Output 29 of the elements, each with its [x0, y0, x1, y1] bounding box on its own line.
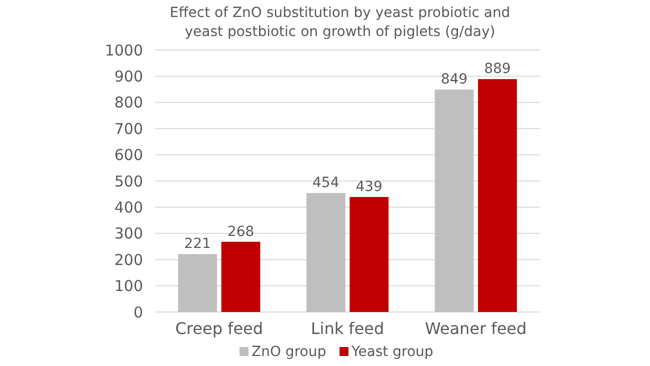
- y-tick-label: 900: [114, 67, 143, 86]
- data-label: 454: [312, 175, 340, 192]
- y-tick-label: 200: [114, 250, 143, 269]
- bar: [478, 79, 517, 312]
- y-tick-label: 0: [133, 303, 143, 322]
- legend-label: Yeast group: [350, 344, 434, 360]
- y-tick-label: 1000: [104, 41, 143, 60]
- data-label: 221: [184, 236, 211, 252]
- data-label: 849: [440, 72, 468, 88]
- y-tick-label: 500: [114, 172, 143, 190]
- y-tick-label: 700: [114, 120, 143, 138]
- bar: [306, 193, 346, 312]
- data-label: 268: [227, 224, 254, 240]
- x-tick-label: Link feed: [310, 319, 384, 338]
- data-label: 889: [484, 61, 511, 78]
- bar: [434, 90, 474, 312]
- bar: [350, 196, 389, 312]
- data-label: 439: [356, 178, 382, 195]
- y-tick-label: 400: [114, 198, 143, 216]
- y-tick-label: 600: [114, 146, 143, 164]
- chart-title: Effect of ZnO substitution by yeast probiotic and yeast postbiotic on growth of piglets (g/day): [170, 5, 510, 40]
- legend-label: ZnO group: [252, 344, 326, 360]
- y-tick-label: 300: [114, 224, 143, 243]
- y-tick-label: 100: [114, 277, 143, 296]
- x-tick-label: Creep feed: [175, 319, 264, 338]
- bar: [178, 254, 218, 312]
- x-tick-label: Weaner feed: [425, 319, 527, 338]
- bar: [221, 242, 260, 312]
- y-tick-label: 800: [114, 94, 143, 112]
